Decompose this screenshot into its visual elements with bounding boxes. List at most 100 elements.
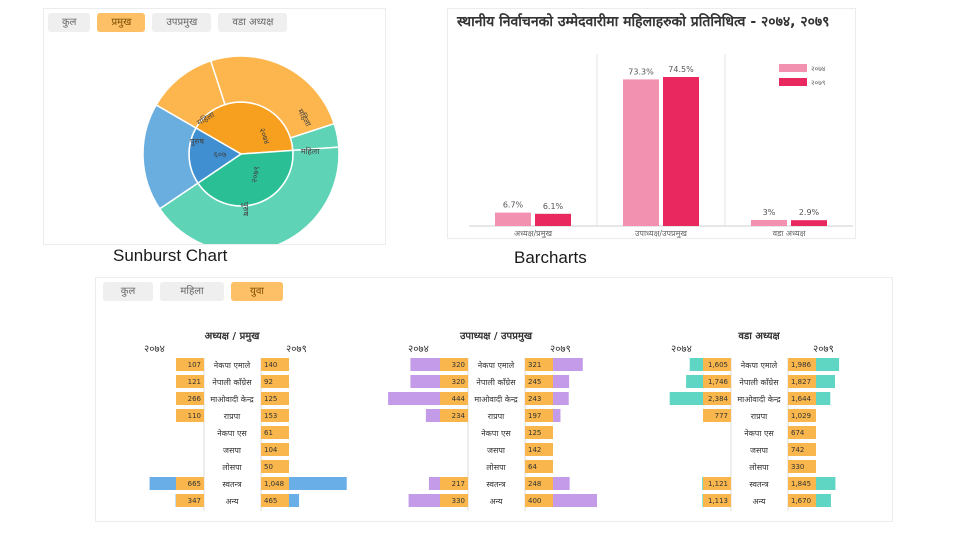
butterfly-party-label: लोसपा [222, 462, 242, 472]
butterfly-party-label: जसपा [223, 446, 242, 455]
sunburst-outer-men-2079 [158, 146, 340, 244]
bar-data-label: 3% [763, 208, 776, 217]
butterfly-party-label: नेकपा एमाले [741, 360, 778, 370]
sunburst-panel: कुल प्रमुख उपप्रमुख वडा अध्यक्ष ६०७ २०७४ २… [43, 8, 386, 245]
butterfly-value-left: 444 [452, 395, 466, 403]
tab-deputy-chief[interactable]: उपप्रमुख [152, 13, 212, 32]
butterfly-value-left: 107 [188, 361, 201, 369]
butterfly-chart: अध्यक्ष / प्रमुख २०७४ २०७९ नेकपा एमाले 107 14… [144, 331, 840, 511]
tab-chief[interactable]: प्रमुख [97, 13, 146, 32]
butterfly-value-box-right [261, 409, 289, 422]
butterfly-value-box-left [440, 375, 468, 388]
butterfly-party-label: नेपाली काँग्रेस [476, 377, 516, 387]
butterfly-party-label: लोसपा [486, 462, 506, 472]
bar-2074 [751, 220, 787, 226]
butterfly-party-label: अन्य [752, 497, 765, 506]
butterfly-value-left: 320 [452, 378, 465, 386]
butterfly-value-box-right [261, 460, 289, 473]
butterfly-value-left: 330 [452, 497, 465, 505]
butterfly-value-box-right [525, 460, 553, 473]
tab-total[interactable]: कुल [103, 282, 153, 301]
butterfly-party-label: नेकपा एमाले [478, 360, 515, 370]
bar-legend-swatch [779, 78, 807, 86]
bar-data-label: 73.3% [628, 67, 654, 76]
barchart-caption: Barcharts [514, 248, 587, 267]
butterfly-tabs: कुल महिला युवा [103, 282, 283, 301]
butterfly-value-right: 142 [528, 446, 541, 454]
butterfly-value-left: 234 [452, 412, 466, 420]
butterfly-value-box-left [703, 477, 731, 490]
butterfly-value-right: 1,048 [264, 480, 284, 488]
butterfly-value-left: 347 [188, 497, 201, 505]
bar-2079 [535, 213, 571, 226]
butterfly-party-label: नेकपा एस [481, 428, 511, 438]
sunburst-label-outer-left: पुरुष [190, 137, 204, 147]
butterfly-value-left: 1,605 [708, 361, 728, 369]
bar-2074 [495, 212, 531, 226]
butterfly-year-right: २०७९ [813, 344, 834, 355]
butterfly-value-right: 1,827 [791, 378, 811, 386]
butterfly-value-box-left [176, 477, 204, 490]
butterfly-party-label: नेकपा एस [744, 428, 774, 438]
butterfly-party-label: नेपाली काँग्रेस [212, 377, 252, 387]
butterfly-value-box-right [788, 409, 816, 422]
butterfly-value-box-right [788, 392, 816, 405]
butterfly-value-box-right [525, 494, 553, 507]
tab-ward-chair[interactable]: वडा अध्यक्ष [218, 13, 288, 32]
butterfly-party-label: माओवादी केन्द्र [210, 394, 254, 404]
butterfly-value-box-right [261, 426, 289, 439]
butterfly-party-label: माओवादी केन्द्र [474, 394, 518, 404]
butterfly-value-box-right [525, 392, 553, 405]
butterfly-value-right: 674 [791, 429, 805, 437]
sunburst-outer-women-small [155, 59, 226, 130]
tab-women[interactable]: महिला [160, 282, 224, 301]
bar-category-label: अध्यक्ष/प्रमुख [514, 229, 553, 238]
butterfly-value-box-right [525, 358, 553, 371]
barchart-plot: 6.7% 6.1% अध्यक्ष/प्रमुख 73.3% 74.5% उपाध्यक्… [469, 54, 853, 238]
butterfly-value-box-right [525, 477, 553, 490]
bar-data-label: 74.5% [668, 65, 694, 74]
butterfly-value-box-right [525, 409, 553, 422]
butterfly-value-box-right [525, 426, 553, 439]
barchart-panel: स्थानीय निर्वाचनको उम्मेदवारीमा महिलाहरु… [447, 8, 856, 239]
butterfly-value-box-right [261, 443, 289, 456]
bar-legend-swatch [779, 64, 807, 72]
sunburst-caption: Sunburst Chart [113, 246, 228, 265]
butterfly-party-label: माओवादी केन्द्र [737, 394, 781, 404]
butterfly-value-box-right [788, 443, 816, 456]
butterfly-value-box-right [261, 392, 289, 405]
butterfly-value-box-left [703, 358, 731, 371]
butterfly-party-label: राप्रपा [488, 412, 505, 421]
butterfly-value-box-right [788, 477, 816, 490]
butterfly-value-box-left [176, 409, 204, 422]
butterfly-value-box-left [703, 375, 731, 388]
butterfly-value-left: 2,384 [708, 395, 729, 403]
butterfly-value-box-left [440, 477, 468, 490]
butterfly-panel-title: उपाध्यक्ष / उपप्रमुख [459, 331, 533, 342]
tab-total[interactable]: कुल [48, 13, 91, 32]
bar-2074 [623, 79, 659, 227]
butterfly-value-box-left [440, 409, 468, 422]
butterfly-party-label: जसपा [750, 446, 769, 455]
tab-youth[interactable]: युवा [231, 282, 283, 301]
butterfly-party-label: स्वतन्त्र [222, 480, 242, 489]
butterfly-value-right: 1,845 [791, 480, 811, 488]
butterfly-value-box-right [261, 375, 289, 388]
bar-data-label: 6.7% [503, 201, 524, 210]
butterfly-value-left: 777 [715, 412, 728, 420]
butterfly-value-right: 1,029 [791, 412, 811, 420]
butterfly-value-box-left [703, 494, 731, 507]
butterfly-party-label: अन्य [225, 497, 238, 506]
butterfly-party-label: लोसपा [749, 462, 769, 472]
bar-category-label: उपाध्यक्ष/उपप्रमुख [635, 229, 687, 238]
butterfly-year-left: २०७४ [144, 344, 165, 355]
butterfly-value-right: 1,644 [791, 395, 812, 403]
butterfly-value-box-left [176, 392, 204, 405]
butterfly-year-left: २०७४ [671, 344, 692, 355]
butterfly-value-right: 1,670 [791, 497, 811, 505]
butterfly-party-label: अन्य [489, 497, 502, 506]
butterfly-value-right: 465 [264, 497, 277, 505]
butterfly-value-box-left [703, 409, 731, 422]
bar-data-label: 2.9% [799, 208, 820, 217]
